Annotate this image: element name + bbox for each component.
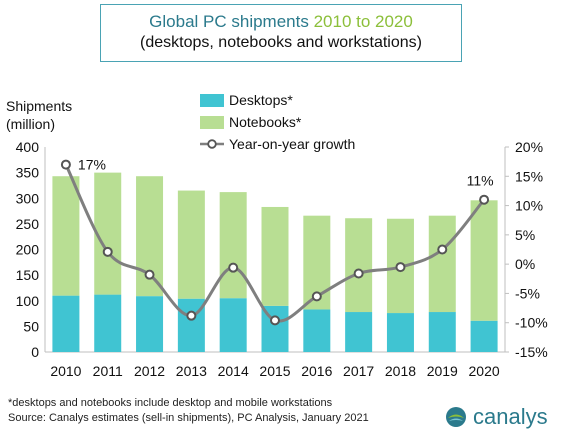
- x-tick-label: 2010: [50, 363, 81, 379]
- growth-point: [102, 246, 113, 257]
- footnote: *desktops and notebooks include desktop …: [8, 396, 369, 426]
- bar-desktops: [386, 313, 414, 352]
- growth-point: [60, 159, 71, 170]
- bar-notebooks: [428, 215, 456, 313]
- legend-label-notebooks: Notebooks*: [229, 114, 302, 130]
- legend: Desktops* Notebooks* Year-on-year growth: [200, 90, 355, 156]
- y2-tick-label: -10%: [515, 315, 548, 331]
- x-tick-label: 2012: [134, 363, 165, 379]
- growth-point: [270, 315, 280, 326]
- growth-point: [311, 291, 322, 302]
- footnote-source: Source: Canalys estimates (sell-in shipm…: [8, 412, 369, 424]
- x-tick-label: 2020: [469, 363, 500, 379]
- bar-desktops: [345, 312, 373, 352]
- y-axis-label-line1: Shipments: [6, 98, 73, 114]
- x-tick-label: 2014: [218, 363, 249, 379]
- legend-item-notebooks: Notebooks*: [200, 112, 355, 132]
- notebooks-swatch: [200, 115, 224, 129]
- legend-label-desktops: Desktops*: [229, 92, 293, 108]
- growth-point: [186, 310, 197, 321]
- growth-point: [395, 262, 406, 273]
- logo-text: canalys: [473, 404, 548, 429]
- legend-item-desktops: Desktops*: [200, 90, 355, 110]
- bar-notebooks: [345, 218, 373, 313]
- y-tick-label: 150: [16, 267, 40, 283]
- legend-item-growth: Year-on-year growth: [200, 134, 355, 154]
- bar-desktops: [219, 298, 247, 352]
- x-tick-label: 2015: [259, 363, 290, 379]
- footnote-line1: *desktops and notebooks include desktop …: [8, 397, 333, 409]
- title-highlight: 2010 to 2020: [313, 12, 413, 31]
- legend-label-growth: Year-on-year growth: [229, 136, 356, 152]
- title-main: Global PC shipments: [149, 12, 309, 31]
- y-tick-label: 400: [16, 139, 40, 155]
- x-tick-label: 2018: [385, 363, 416, 379]
- bar-desktops: [303, 309, 331, 352]
- bar-notebooks: [52, 176, 80, 296]
- bar-desktops: [136, 296, 164, 352]
- growth-data-label: 17%: [78, 157, 106, 173]
- bar-notebooks: [470, 200, 498, 321]
- bar-notebooks: [261, 206, 289, 306]
- x-tick-label: 2011: [93, 363, 123, 379]
- y-tick-label: 50: [23, 318, 39, 334]
- y-tick-label: 100: [16, 293, 40, 309]
- growth-line: [64, 163, 486, 323]
- chart-subtitle: (desktops, notebooks and workstations): [140, 34, 422, 51]
- y-tick-label: 300: [16, 190, 40, 206]
- y-tick-label: 200: [16, 242, 40, 258]
- bar-notebooks: [94, 172, 122, 295]
- bar-desktops: [470, 320, 498, 352]
- y2-tick-label: -5%: [515, 285, 540, 301]
- growth-data-label: 11%: [467, 173, 494, 189]
- chart-title: Global PC shipments 2010 to 2020: [101, 12, 461, 32]
- growth-point: [353, 268, 364, 279]
- y2-tick-label: -15%: [515, 344, 548, 360]
- x-tick-label: 2016: [301, 363, 332, 379]
- y-axis-label: Shipments (million): [6, 97, 72, 133]
- y2-tick-label: 15%: [515, 168, 543, 184]
- growth-point: [479, 194, 490, 205]
- canalys-logo-icon: [446, 407, 466, 427]
- bar-desktops: [94, 294, 122, 352]
- x-tick-label: 2013: [176, 363, 207, 379]
- growth-point: [228, 262, 239, 273]
- bar-desktops: [428, 312, 456, 352]
- y-axis-label-line2: (million): [6, 116, 55, 132]
- bar-notebooks: [177, 190, 205, 299]
- y-tick-label: 0: [31, 344, 39, 360]
- canalys-logo: canalys: [445, 404, 548, 430]
- y-tick-label: 350: [16, 165, 40, 181]
- desktops-swatch: [200, 93, 224, 107]
- bar-desktops: [52, 295, 80, 352]
- y2-tick-label: 5%: [515, 227, 535, 243]
- y2-tick-label: 20%: [515, 139, 543, 155]
- growth-point: [437, 244, 448, 255]
- x-tick-label: 2017: [343, 363, 374, 379]
- y2-tick-label: 0%: [515, 256, 535, 272]
- title-box: Global PC shipments 2010 to 2020 (deskto…: [100, 4, 462, 62]
- bar-notebooks: [219, 192, 247, 299]
- growth-line-key-icon: [200, 139, 224, 149]
- x-tick-label: 2019: [427, 363, 458, 379]
- y-tick-label: 250: [16, 216, 40, 232]
- growth-point: [144, 269, 155, 280]
- y2-tick-label: 10%: [515, 198, 543, 214]
